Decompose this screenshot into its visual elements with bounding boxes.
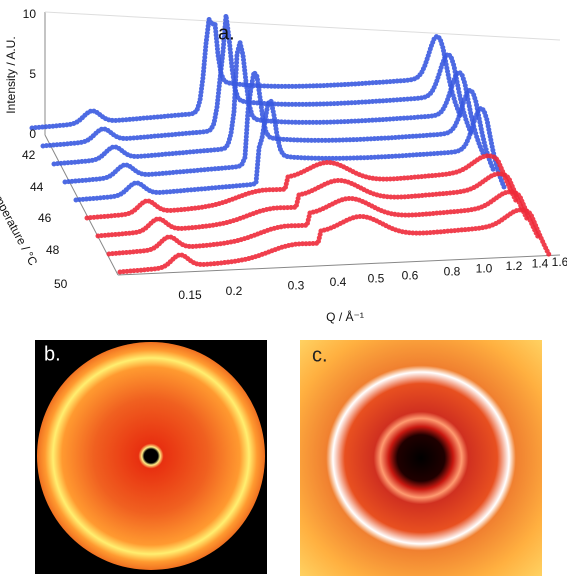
curve [51,41,486,167]
tick-label: 1.0 [476,262,493,276]
curve [95,171,530,239]
tick-label: 1.2 [506,259,523,273]
diffraction-pattern [37,342,265,570]
waterfall-plot [29,11,561,276]
curve [117,207,552,275]
tick-label: 0.6 [402,268,419,282]
axis-label: Temperature / °C [0,181,40,268]
tick-label: 0.2 [226,284,243,298]
image-panel-c [300,340,542,576]
tick-label: 5 [29,67,36,81]
axis-line [117,254,561,276]
curve [62,65,497,185]
tick-label: 0.3 [288,279,305,293]
curve [40,15,475,149]
tick-label: 46 [38,211,52,225]
tick-label: 48 [46,243,60,257]
tick-label: 44 [30,180,44,194]
curve [106,189,541,257]
panel-label: b. [44,343,61,365]
tick-label: 0 [29,127,36,141]
tick-label: 0.15 [178,288,202,302]
curve [73,96,508,203]
tick-label: 0.8 [444,265,461,279]
axis-label: Intensity / A.U. [4,36,18,113]
tick-label: 42 [22,148,36,162]
panel-label: a. [218,22,235,44]
tick-label: 0.4 [330,275,347,289]
axis-line [44,134,119,276]
tick-label: 1.4 [532,257,549,271]
axis-line [44,11,561,41]
curve [84,153,519,221]
tick-label: 0.5 [368,271,385,285]
axis-label: Q / Å⁻¹ [326,309,364,324]
tick-label: 50 [54,277,68,291]
panel-label: c. [312,344,328,366]
tick-label: 1.6 [552,255,567,269]
tick-label: 10 [23,7,37,21]
